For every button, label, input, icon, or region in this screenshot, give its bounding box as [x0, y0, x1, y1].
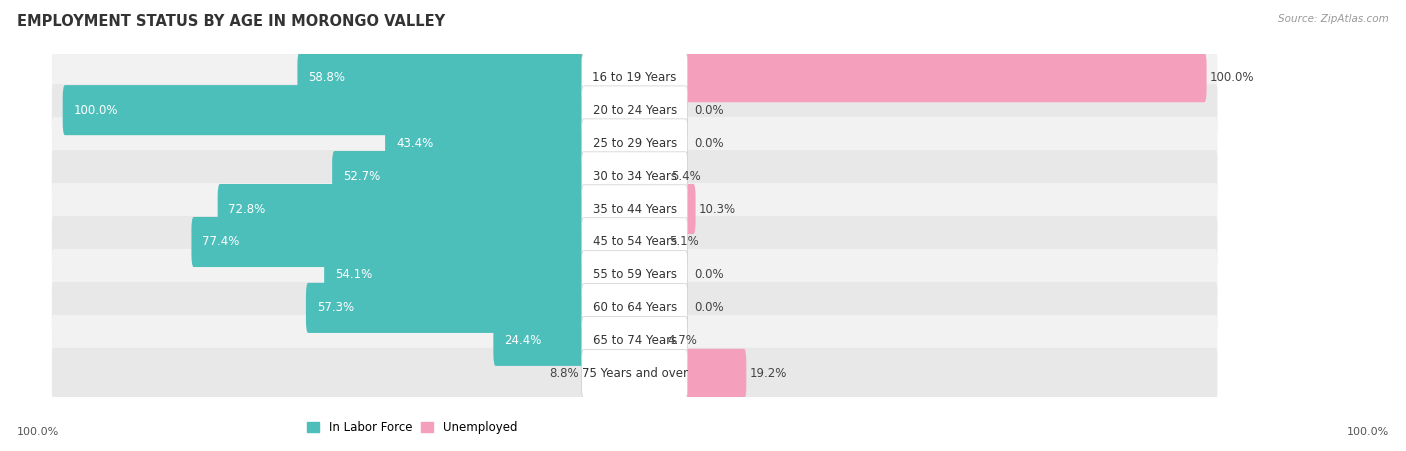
FancyBboxPatch shape: [63, 85, 637, 135]
Text: 75 Years and over: 75 Years and over: [582, 367, 688, 380]
Text: 0.0%: 0.0%: [695, 137, 724, 150]
FancyBboxPatch shape: [218, 184, 637, 234]
Text: 4.7%: 4.7%: [666, 334, 697, 347]
Text: 65 to 74 Years: 65 to 74 Years: [592, 334, 676, 347]
Text: 5.4%: 5.4%: [671, 170, 700, 183]
FancyBboxPatch shape: [582, 185, 688, 233]
FancyBboxPatch shape: [298, 52, 637, 102]
Text: 35 to 44 Years: 35 to 44 Years: [592, 202, 676, 216]
Text: 55 to 59 Years: 55 to 59 Years: [593, 268, 676, 281]
Text: 52.7%: 52.7%: [343, 170, 380, 183]
Text: 0.0%: 0.0%: [695, 301, 724, 314]
FancyBboxPatch shape: [582, 152, 688, 200]
FancyBboxPatch shape: [52, 216, 1218, 268]
Text: 45 to 54 Years: 45 to 54 Years: [592, 235, 676, 249]
Text: 72.8%: 72.8%: [228, 202, 266, 216]
FancyBboxPatch shape: [633, 184, 696, 234]
Text: 25 to 29 Years: 25 to 29 Years: [592, 137, 676, 150]
Text: 60 to 64 Years: 60 to 64 Years: [592, 301, 676, 314]
Text: 5.1%: 5.1%: [669, 235, 699, 249]
Text: EMPLOYMENT STATUS BY AGE IN MORONGO VALLEY: EMPLOYMENT STATUS BY AGE IN MORONGO VALL…: [17, 14, 444, 28]
FancyBboxPatch shape: [52, 315, 1218, 367]
FancyBboxPatch shape: [582, 119, 688, 167]
Text: 16 to 19 Years: 16 to 19 Years: [592, 71, 676, 84]
Text: 30 to 34 Years: 30 to 34 Years: [593, 170, 676, 183]
Text: 10.3%: 10.3%: [699, 202, 737, 216]
FancyBboxPatch shape: [633, 151, 668, 201]
Text: 0.0%: 0.0%: [695, 104, 724, 117]
Text: 24.4%: 24.4%: [505, 334, 541, 347]
FancyBboxPatch shape: [325, 250, 637, 300]
FancyBboxPatch shape: [633, 349, 747, 399]
FancyBboxPatch shape: [633, 217, 666, 267]
FancyBboxPatch shape: [52, 249, 1218, 301]
FancyBboxPatch shape: [52, 183, 1218, 235]
FancyBboxPatch shape: [52, 282, 1218, 334]
FancyBboxPatch shape: [582, 251, 688, 299]
FancyBboxPatch shape: [582, 86, 688, 134]
FancyBboxPatch shape: [582, 53, 688, 101]
Text: 0.0%: 0.0%: [695, 268, 724, 281]
Text: 100.0%: 100.0%: [1211, 71, 1254, 84]
Text: 43.4%: 43.4%: [396, 137, 433, 150]
FancyBboxPatch shape: [307, 283, 637, 333]
FancyBboxPatch shape: [52, 150, 1218, 202]
Text: 100.0%: 100.0%: [73, 104, 118, 117]
FancyBboxPatch shape: [582, 349, 637, 399]
Text: 8.8%: 8.8%: [550, 367, 579, 380]
FancyBboxPatch shape: [633, 316, 664, 366]
Text: 58.8%: 58.8%: [308, 71, 346, 84]
Text: 77.4%: 77.4%: [202, 235, 239, 249]
FancyBboxPatch shape: [582, 284, 688, 332]
Text: 54.1%: 54.1%: [335, 268, 373, 281]
Text: 20 to 24 Years: 20 to 24 Years: [592, 104, 676, 117]
FancyBboxPatch shape: [191, 217, 637, 267]
Legend: In Labor Force, Unemployed: In Labor Force, Unemployed: [302, 417, 522, 439]
Text: 19.2%: 19.2%: [749, 367, 787, 380]
Text: 100.0%: 100.0%: [1347, 428, 1389, 437]
FancyBboxPatch shape: [582, 218, 688, 266]
FancyBboxPatch shape: [332, 151, 637, 201]
FancyBboxPatch shape: [52, 84, 1218, 136]
Text: Source: ZipAtlas.com: Source: ZipAtlas.com: [1278, 14, 1389, 23]
Text: 57.3%: 57.3%: [316, 301, 354, 314]
FancyBboxPatch shape: [52, 51, 1218, 103]
FancyBboxPatch shape: [52, 348, 1218, 400]
FancyBboxPatch shape: [582, 350, 688, 398]
Text: 100.0%: 100.0%: [17, 428, 59, 437]
FancyBboxPatch shape: [582, 317, 688, 365]
FancyBboxPatch shape: [494, 316, 637, 366]
FancyBboxPatch shape: [633, 52, 1206, 102]
FancyBboxPatch shape: [52, 117, 1218, 169]
FancyBboxPatch shape: [385, 118, 637, 168]
